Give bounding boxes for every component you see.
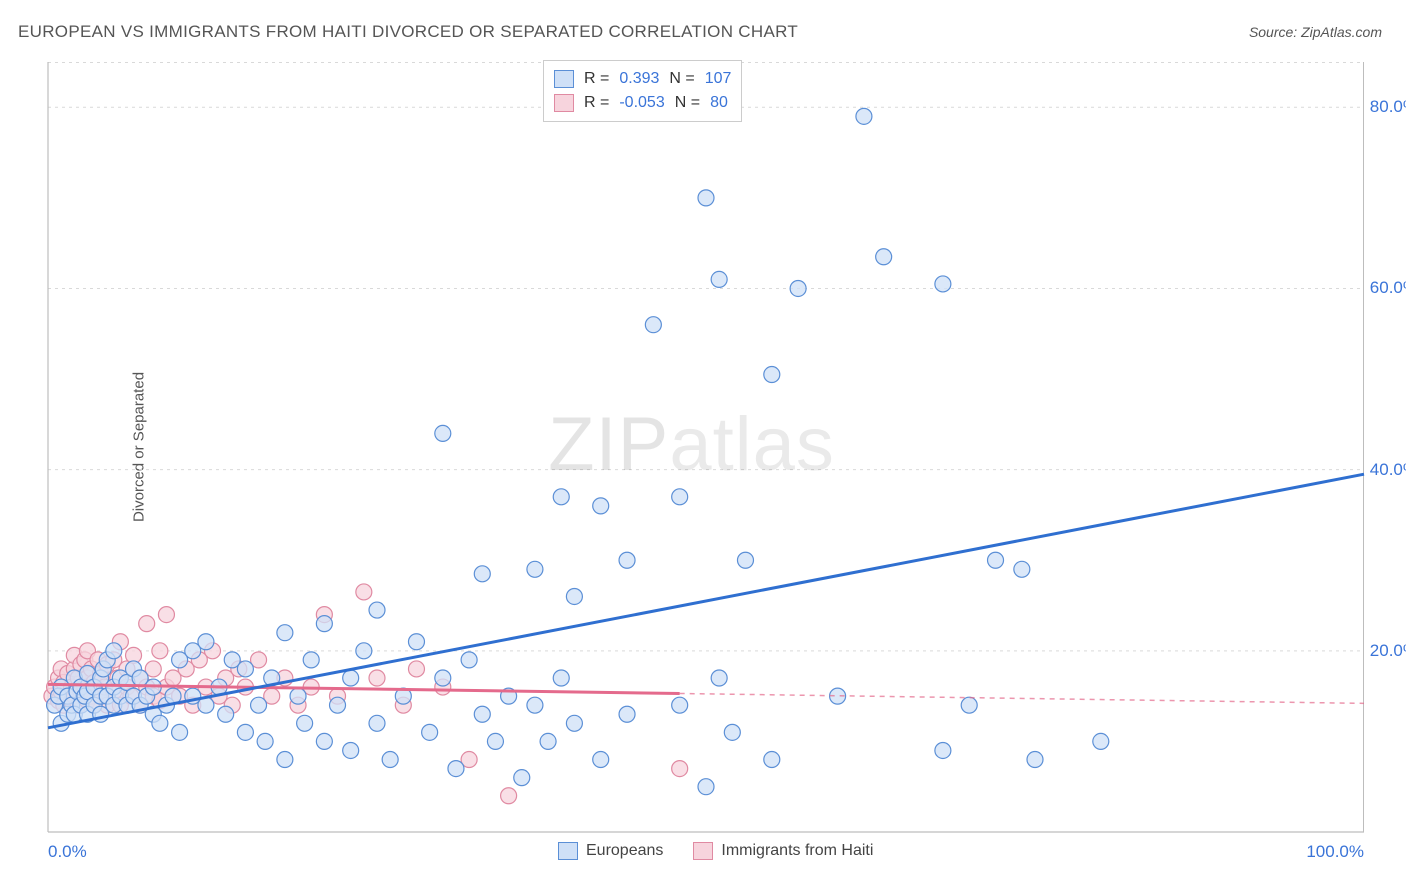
y-tick-label: 60.0% [1358, 278, 1406, 298]
y-tick-label: 20.0% [1358, 641, 1406, 661]
legend-item-haiti: Immigrants from Haiti [693, 842, 873, 860]
n-value-haiti: 80 [710, 94, 728, 112]
n-value-europeans: 107 [705, 70, 732, 88]
swatch-europeans [554, 70, 574, 88]
r-label: R = [584, 70, 609, 88]
x-tick-label: 100.0% [1306, 842, 1364, 862]
scatter-chart [48, 62, 1364, 832]
y-tick-label: 80.0% [1358, 97, 1406, 117]
n-label: N = [675, 94, 700, 112]
legend-row-haiti: R = -0.053 N = 80 [554, 91, 731, 115]
n-label: N = [669, 70, 694, 88]
y-tick-label: 40.0% [1358, 460, 1406, 480]
x-tick-label: 0.0% [48, 842, 87, 862]
r-label: R = [584, 94, 609, 112]
chart-title: EUROPEAN VS IMMIGRANTS FROM HAITI DIVORC… [18, 22, 798, 42]
r-value-europeans: 0.393 [619, 70, 659, 88]
series-legend: Europeans Immigrants from Haiti [558, 842, 873, 860]
plot-area: Divorced or Separated ZIPatlas R = 0.393… [48, 62, 1364, 832]
legend-item-europeans: Europeans [558, 842, 663, 860]
legend-label-europeans: Europeans [586, 842, 663, 860]
r-value-haiti: -0.053 [619, 94, 664, 112]
legend-row-europeans: R = 0.393 N = 107 [554, 67, 731, 91]
swatch-europeans [558, 842, 578, 860]
correlation-legend: R = 0.393 N = 107 R = -0.053 N = 80 [543, 60, 742, 122]
source-attribution: Source: ZipAtlas.com [1249, 24, 1382, 40]
legend-label-haiti: Immigrants from Haiti [721, 842, 873, 860]
swatch-haiti [554, 94, 574, 112]
swatch-haiti [693, 842, 713, 860]
